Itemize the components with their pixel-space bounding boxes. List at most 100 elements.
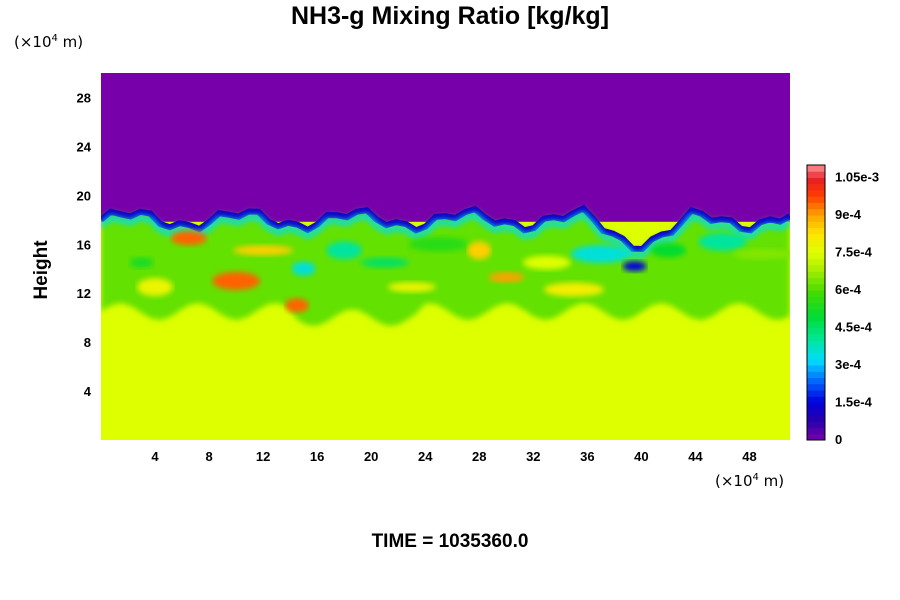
colorbar-segment: [807, 208, 825, 216]
y-tick-label: 8: [84, 335, 91, 350]
mixing-eddy: [408, 237, 469, 252]
colorbar-segment: [807, 346, 825, 353]
mixing-eddy: [488, 272, 525, 283]
time-label: TIME = 1035360.0: [371, 531, 529, 552]
colorbar-tick-label: 0: [835, 432, 842, 447]
mixing-eddy: [570, 245, 631, 264]
colorbar-tick-label: 7.5e-4: [835, 245, 873, 260]
colorbar-segment: [807, 377, 825, 385]
colorbar-segment: [807, 383, 825, 391]
x-tick-label: 16: [310, 449, 324, 464]
x-tick-label: 32: [526, 449, 540, 464]
colorbar-segment: [807, 308, 825, 316]
mixing-eddy: [137, 278, 174, 297]
mixing-eddy: [467, 241, 492, 260]
mixing-eddy: [732, 249, 790, 260]
mixing-eddy: [360, 257, 409, 268]
colorbar-segment: [807, 196, 825, 203]
x-unit-exponent: 4: [752, 472, 759, 483]
colorbar-tick-label: 9e-4: [835, 207, 862, 222]
mixing-eddy: [698, 232, 747, 251]
colorbar-segment: [807, 258, 825, 266]
y-unit-base: (×10: [14, 33, 52, 51]
mixing-eddy: [129, 257, 154, 268]
colorbar-segment: [807, 427, 825, 435]
colorbar-segment: [807, 277, 825, 285]
colorbar-segment: [807, 408, 825, 416]
colorbar-tick-label: 4.5e-4: [835, 320, 873, 335]
x-tick-label: 40: [634, 449, 648, 464]
colorbar-segment: [807, 183, 825, 191]
colorbar-segment: [807, 321, 825, 328]
colorbar-segment: [807, 415, 825, 422]
mixing-eddy: [233, 245, 294, 256]
mixing-eddy: [522, 255, 571, 270]
mixing-eddy: [650, 243, 687, 258]
mixing-eddy: [170, 231, 207, 246]
mixing-eddy: [284, 298, 309, 313]
mixing-eddy: [212, 271, 261, 290]
x-tick-label: 20: [364, 449, 378, 464]
chart-title: NH3-g Mixing Ratio [kg/kg]: [290, 2, 610, 30]
boundary-edge-dark: [101, 204, 790, 253]
y-unit-exponent: 4: [51, 33, 58, 44]
colorbar-segment: [807, 333, 825, 341]
colorbar-segment: [807, 402, 825, 410]
colorbar-segment: [807, 302, 825, 310]
x-tick-label: 8: [205, 449, 212, 464]
colorbar-segment: [807, 252, 825, 260]
colorbar-segment: [807, 233, 825, 241]
colorbar-frame: [806, 164, 826, 441]
colorbar-segment: [807, 365, 825, 372]
y-unit-tail: m): [57, 33, 84, 51]
colorbar-segment: [807, 265, 825, 272]
y-tick-label: 12: [77, 286, 91, 301]
colorbar-segment: [807, 315, 825, 322]
mixing-eddy: [387, 282, 436, 293]
colorbar-segment: [807, 283, 825, 291]
x-tick-label: 24: [418, 449, 433, 464]
colorbar-segment: [807, 190, 825, 197]
plot-area: [101, 73, 790, 440]
x-tick-label: 36: [580, 449, 594, 464]
upper-region: [101, 73, 790, 222]
x-unit-base: (×10: [715, 472, 753, 490]
colorbar-segment: [807, 371, 825, 378]
mixing-eddy: [291, 261, 316, 276]
y-tick-label: 24: [77, 139, 92, 154]
colorbar-segment: [807, 327, 825, 335]
colorbar-segment: [807, 227, 825, 235]
colorbar-segment: [807, 202, 825, 210]
x-axis-unit: (×104 m): [715, 472, 784, 490]
x-tick-label: 12: [256, 449, 270, 464]
colorbar-segment: [807, 433, 825, 441]
colorbar-segment: [807, 246, 825, 253]
colorbar: 0 1.5e-4 3e-4 4.5e-4 6e-4 7.5e-4 9e-4 1.05e-3: [806, 164, 879, 447]
mixing-eddy: [326, 241, 363, 260]
x-tick-label: 48: [742, 449, 756, 464]
colorbar-tick-label: 3e-4: [835, 357, 862, 372]
x-tick-label: 4: [151, 449, 159, 464]
y-tick-label: 16: [77, 237, 91, 252]
mixing-eddy: [543, 282, 604, 297]
colorbar-segment: [807, 290, 825, 297]
colorbar-segment: [807, 340, 825, 347]
x-unit-tail: m): [758, 472, 785, 490]
y-tick-label: 4: [84, 384, 92, 399]
colorbar-segment: [807, 271, 825, 278]
colorbar-tick-label: 1.05e-3: [835, 170, 879, 185]
colorbar-segment: [807, 240, 825, 247]
x-tick-group: 4 8 12 16 20 24 28 32 36 40 44 48: [151, 449, 756, 464]
y-tick-label: 20: [77, 188, 91, 203]
colorbar-segment: [807, 421, 825, 428]
colorbar-segment: [807, 171, 825, 178]
y-tick-group: 4 8 12 16 20 24 28: [77, 90, 92, 399]
colorbar-segment: [807, 390, 825, 397]
colorbar-tick-label: 1.5e-4: [835, 395, 873, 410]
colorbar-segment: [807, 396, 825, 403]
colorbar-segment: [807, 352, 825, 360]
colorbar-segment: [807, 215, 825, 222]
colorbar-segment: [807, 358, 825, 366]
colorbar-segment: [807, 165, 825, 172]
